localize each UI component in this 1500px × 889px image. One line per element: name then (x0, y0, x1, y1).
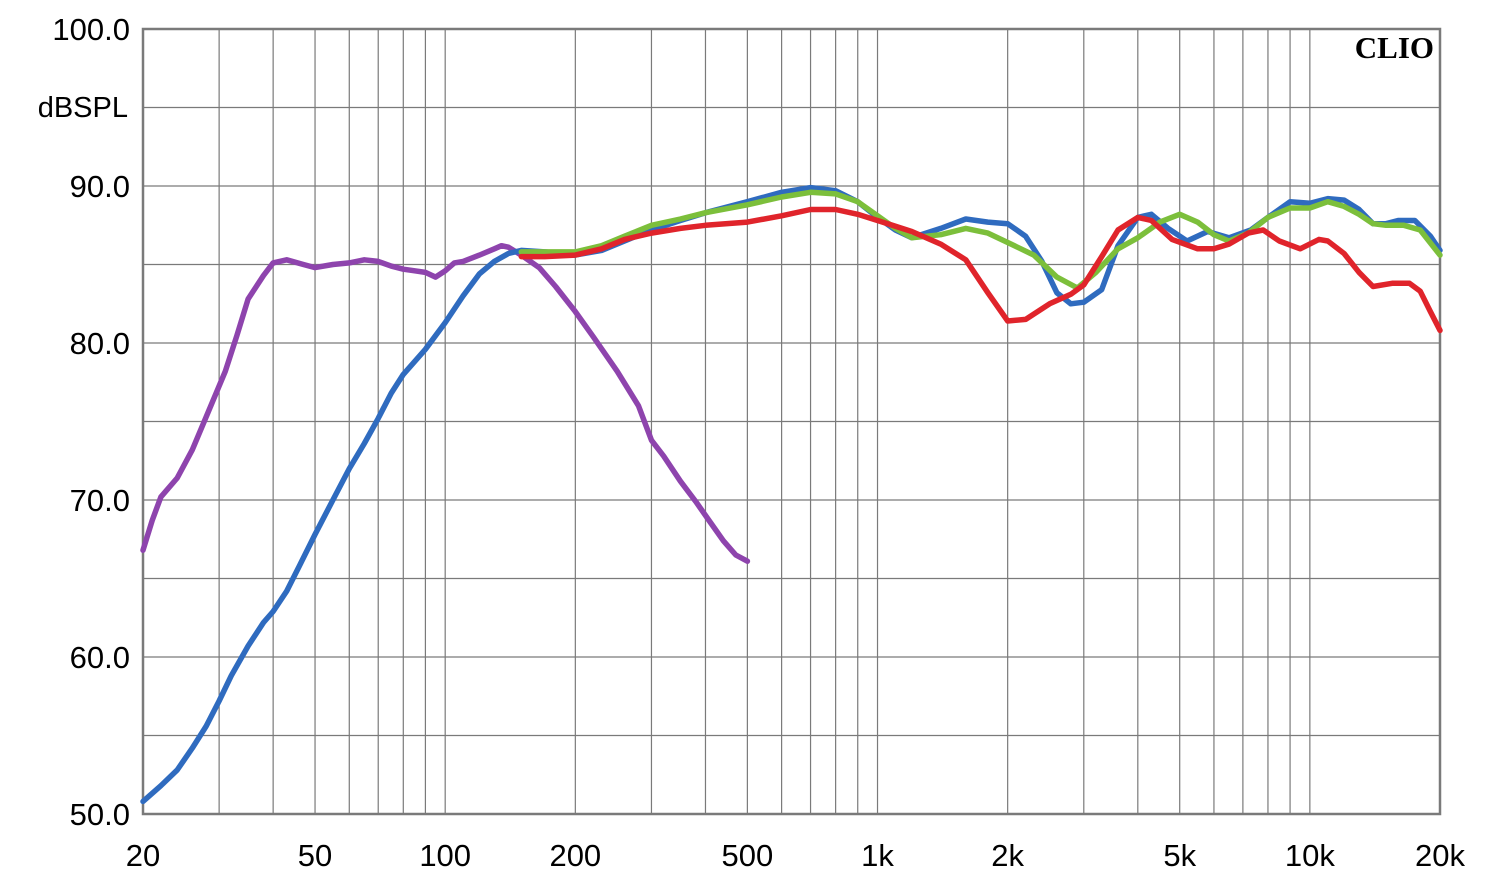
x-tick-label: 20 (126, 838, 160, 873)
x-tick-label: 1k (861, 838, 894, 873)
grid (143, 29, 1440, 814)
y-axis: 100.0 90.0 80.0 70.0 60.0 50.0 (52, 12, 130, 832)
x-tick-label: 5k (1163, 838, 1196, 873)
x-tick-label: 100 (419, 838, 471, 873)
x-tick-label: 20k (1415, 838, 1465, 873)
y-tick-label: 60.0 (70, 640, 130, 675)
y-tick-label: 70.0 (70, 483, 130, 518)
x-tick-label: 50 (298, 838, 332, 873)
series-line-3 (518, 189, 1443, 291)
x-tick-label: 2k (991, 838, 1024, 873)
series-layer (140, 184, 1443, 805)
x-axis: 20 50 100 200 500 1k 2k 5k 10k 20k (126, 838, 1466, 873)
y-tick-label: 100.0 (52, 12, 130, 47)
y-tick-label: 80.0 (70, 326, 130, 361)
brand-label: CLIO (1355, 30, 1434, 65)
y-axis-label: dBSPL (38, 92, 128, 124)
series-line-1 (140, 242, 751, 564)
series-line-2 (140, 184, 1443, 805)
x-tick-label: 10k (1285, 838, 1335, 873)
series-line-4 (518, 206, 1443, 334)
x-tick-label: 500 (722, 838, 774, 873)
y-tick-label: 50.0 (70, 797, 130, 832)
plot-frame (141, 27, 1442, 816)
y-tick-label: 90.0 (70, 169, 130, 204)
x-tick-label: 200 (549, 838, 601, 873)
